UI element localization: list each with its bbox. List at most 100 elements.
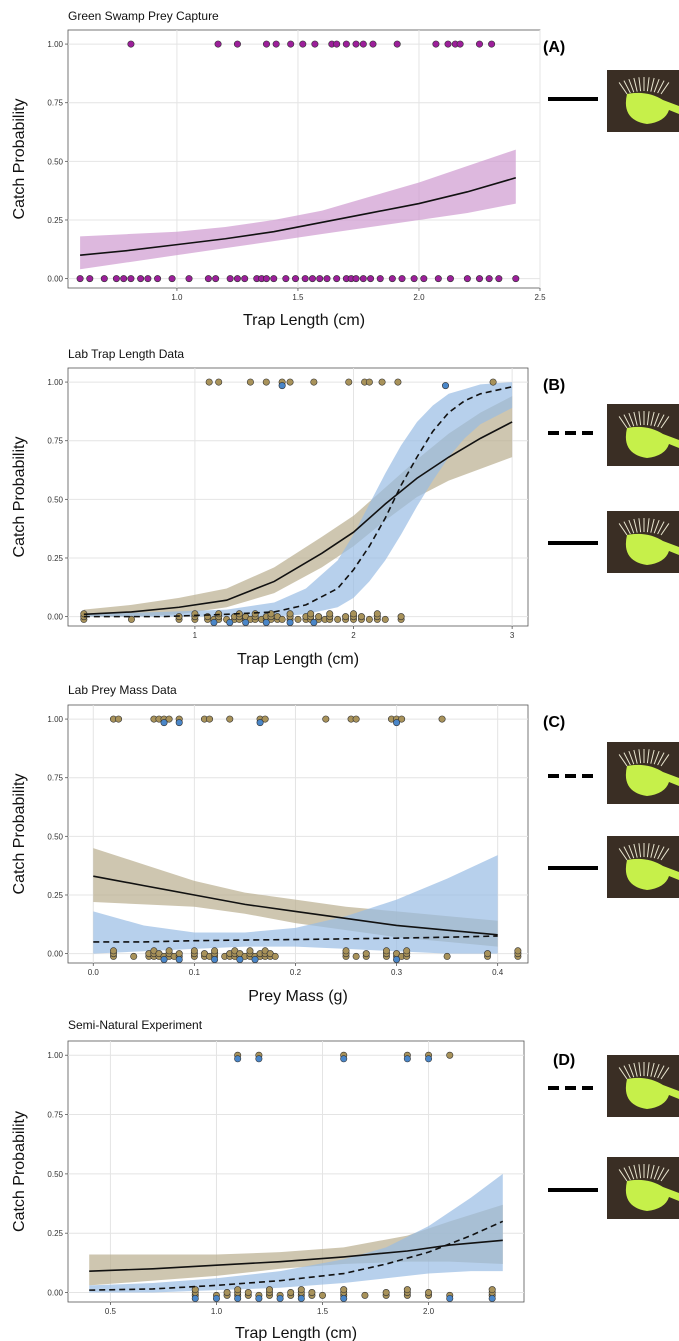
data-point [262, 275, 270, 283]
trap-cilium [618, 1169, 628, 1182]
trap-cilium [633, 1062, 638, 1077]
trap-cilium [646, 1164, 650, 1179]
data-point [340, 1294, 348, 1302]
trap-cilium [628, 1063, 635, 1078]
data-point [456, 40, 464, 48]
data-point [127, 615, 135, 623]
confidence-band-solid [83, 396, 513, 617]
trap-lobe [625, 533, 679, 565]
data-point [345, 378, 353, 386]
data-point [205, 378, 213, 386]
x-tick-label: 2 [351, 631, 356, 640]
trap-cilium [618, 416, 628, 429]
trap-cilium [633, 518, 638, 533]
data-point [191, 1286, 199, 1294]
data-point [495, 275, 503, 283]
trap-cilium [638, 518, 642, 533]
data-point [185, 275, 193, 283]
data-point [420, 275, 428, 283]
trap-cilium [623, 80, 631, 94]
trap-cilium [623, 414, 631, 428]
data-point [130, 952, 138, 960]
data-point [226, 275, 234, 283]
data-point [444, 40, 452, 48]
trap-cilium [628, 412, 635, 427]
data-point [369, 40, 377, 48]
data-point [86, 275, 94, 283]
data-point [262, 40, 270, 48]
trap-cilium [623, 521, 631, 535]
data-point [286, 618, 294, 626]
data-point [287, 1289, 295, 1297]
trap-cilium [657, 1065, 665, 1079]
data-point [256, 719, 264, 727]
trap-cilium [638, 77, 642, 92]
trap-cilium [650, 1164, 655, 1179]
data-point [446, 1294, 454, 1302]
trap-cilium [650, 411, 655, 426]
fit-line-dashed [93, 935, 498, 943]
data-point [365, 378, 373, 386]
data-point [475, 40, 483, 48]
data-point [127, 275, 135, 283]
data-point [393, 40, 401, 48]
data-point [488, 1286, 496, 1294]
x-tick-label: 2.0 [423, 1307, 435, 1316]
trap-cilium [657, 414, 665, 428]
data-point [255, 1294, 263, 1302]
data-point [340, 1286, 348, 1294]
data-point [308, 1289, 316, 1297]
trap-cilium [650, 1062, 655, 1077]
data-point [352, 275, 360, 283]
trap-cilium [638, 1164, 642, 1179]
trap-cilium [653, 844, 660, 859]
y-tick-label: 0.25 [47, 891, 63, 900]
x-tick-label: 0.4 [492, 968, 504, 977]
data-point [365, 615, 373, 623]
data-point [443, 952, 451, 960]
trap-cilium [633, 749, 638, 764]
y-tick-label: 0.50 [47, 832, 63, 841]
chart-title: Lab Prey Mass Data [68, 683, 177, 697]
panel-letter: (B) [543, 377, 565, 394]
x-tick-label: 0.1 [189, 968, 201, 977]
trap-cilium [638, 843, 642, 858]
data-point [160, 719, 168, 727]
data-point [214, 40, 222, 48]
data-point [286, 378, 294, 386]
trap-cilium [660, 1169, 670, 1182]
data-point [287, 40, 295, 48]
data-point [215, 378, 223, 386]
trap-cilium [633, 77, 638, 92]
confidence-band-dashed [93, 855, 498, 954]
data-point [234, 1055, 242, 1063]
trap-cilium [623, 1167, 631, 1181]
data-point [242, 618, 250, 626]
data-point [297, 1294, 305, 1302]
data-point [378, 378, 386, 386]
data-point [165, 715, 173, 723]
data-point [301, 275, 309, 283]
data-point [342, 947, 350, 955]
data-point [251, 955, 259, 963]
y-axis-label: Catch Probability [11, 99, 28, 220]
data-point [246, 378, 254, 386]
data-point [270, 275, 278, 283]
y-tick-label: 0.00 [47, 1289, 63, 1298]
data-point [244, 1289, 252, 1297]
trap-cilium [660, 754, 670, 767]
data-point [350, 610, 358, 618]
x-axis-label: Trap Length (cm) [237, 651, 359, 668]
data-point [398, 715, 406, 723]
data-point [326, 610, 334, 618]
fit-line-solid [93, 875, 498, 936]
data-point [333, 40, 341, 48]
data-point [310, 378, 318, 386]
data-point [393, 955, 401, 963]
x-tick-label: 1.0 [171, 293, 183, 302]
fit-line-solid [83, 421, 513, 616]
y-tick-label: 0.75 [47, 99, 63, 108]
data-point [175, 955, 183, 963]
y-tick-label: 0.00 [47, 275, 63, 284]
data-point [175, 950, 183, 958]
